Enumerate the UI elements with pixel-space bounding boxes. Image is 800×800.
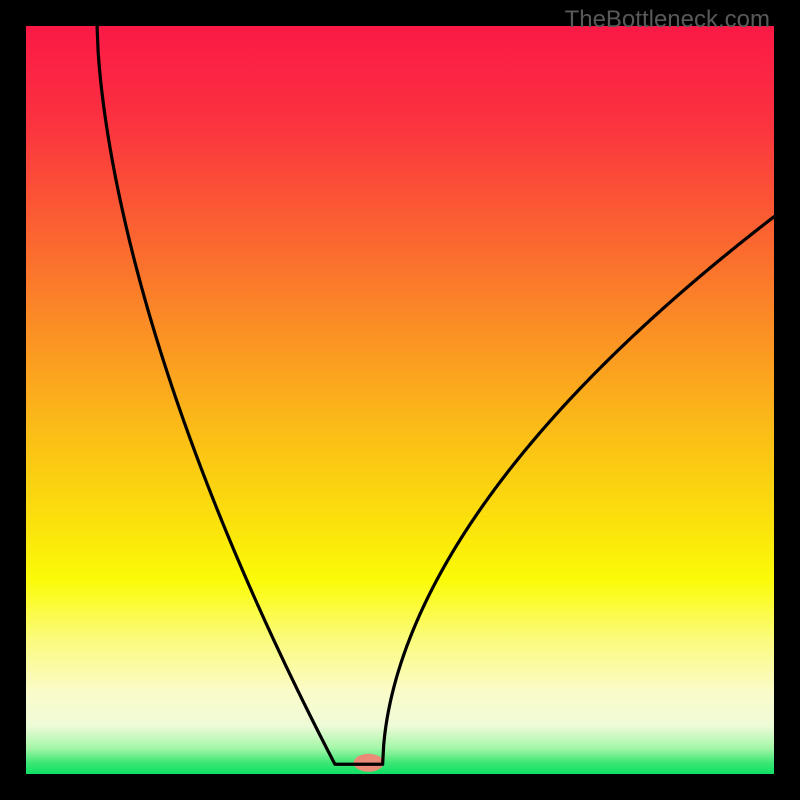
watermark-text: TheBottleneck.com: [565, 6, 770, 34]
chart-svg: [0, 0, 800, 800]
chart-stage: TheBottleneck.com: [0, 0, 800, 800]
